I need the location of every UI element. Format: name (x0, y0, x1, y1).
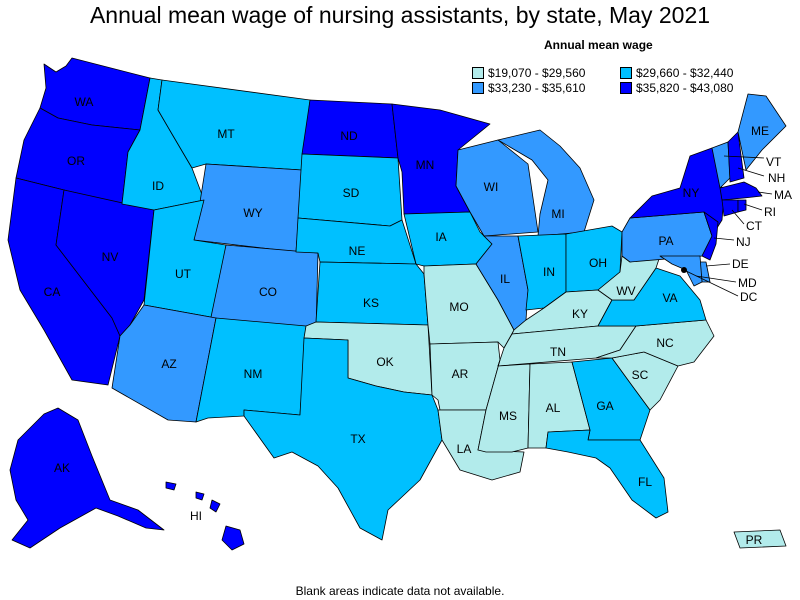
label-SC: SC (632, 368, 649, 382)
label-WV: WV (616, 284, 635, 298)
state-PR[interactable] (733, 529, 787, 549)
label-AR: AR (452, 367, 469, 381)
label-AZ: AZ (161, 357, 176, 371)
state-NC[interactable] (595, 319, 715, 367)
label-PR: PR (746, 533, 763, 547)
label-CO: CO (259, 285, 277, 299)
legend-item-4: $35,820 - $43,080 (620, 81, 733, 95)
label-ID: ID (152, 179, 164, 193)
label-MA: MA (774, 188, 792, 202)
label-MN: MN (416, 158, 435, 172)
label-NC: NC (656, 336, 674, 350)
state-ME[interactable] (737, 93, 787, 171)
state-NJ[interactable] (701, 211, 719, 261)
label-SD: SD (343, 186, 360, 200)
label-VA: VA (662, 291, 677, 305)
legend-swatch-3 (472, 82, 484, 94)
label-KY: KY (572, 307, 588, 321)
legend-item-1: $19,070 - $29,560 (472, 66, 585, 80)
label-NH: NH (768, 171, 785, 185)
footnote: Blank areas indicate data not available. (295, 584, 505, 598)
legend-label-3: $33,230 - $35,610 (488, 81, 586, 95)
legend-label-4: $35,820 - $43,080 (636, 81, 734, 95)
label-LA: LA (457, 442, 472, 456)
label-AL: AL (546, 401, 561, 415)
label-TN: TN (550, 345, 566, 359)
legend-swatch-1 (472, 67, 484, 79)
label-WI: WI (484, 180, 499, 194)
label-GA: GA (596, 399, 613, 413)
label-TX: TX (350, 432, 365, 446)
label-ND: ND (340, 129, 358, 143)
state-labels: WA OR CA NV ID MT WY UT CO AZ NM ND SD N… (44, 95, 792, 547)
label-MT: MT (217, 127, 235, 141)
state-RI[interactable] (737, 199, 747, 213)
label-IA: IA (435, 230, 446, 244)
label-OK: OK (376, 355, 393, 369)
label-OH: OH (589, 256, 607, 270)
label-CT: CT (746, 219, 763, 233)
label-KS: KS (363, 296, 379, 310)
dc-marker (681, 267, 687, 273)
label-CA: CA (44, 285, 61, 299)
legend-label-2: $29,660 - $32,440 (636, 66, 734, 80)
label-NE: NE (349, 244, 366, 258)
leader-lines (683, 155, 773, 297)
label-NJ: NJ (736, 235, 751, 249)
label-WA: WA (75, 95, 94, 109)
state-TX[interactable] (243, 337, 443, 541)
legend-swatch-4 (620, 82, 632, 94)
label-OR: OR (67, 154, 85, 168)
legend-title: Annual mean wage (544, 38, 653, 52)
label-AK: AK (54, 461, 70, 475)
legend-label-1: $19,070 - $29,560 (488, 66, 586, 80)
label-IL: IL (500, 272, 510, 286)
label-DC: DC (740, 290, 758, 304)
legend-item-3: $33,230 - $35,610 (472, 81, 585, 95)
label-IN: IN (543, 265, 555, 279)
state-AK[interactable] (9, 407, 165, 549)
label-FL: FL (638, 475, 652, 489)
label-MO: MO (449, 300, 468, 314)
state-MD[interactable] (659, 255, 703, 287)
label-PA: PA (658, 234, 673, 248)
label-DE: DE (732, 257, 749, 271)
label-WY: WY (243, 206, 262, 220)
label-HI: HI (190, 509, 202, 523)
state-WI[interactable] (455, 139, 539, 237)
map-title: Annual mean wage of nursing assistants, … (89, 2, 711, 28)
label-MS: MS (499, 409, 517, 423)
legend-item-2: $29,660 - $32,440 (620, 66, 733, 80)
label-MI: MI (551, 207, 564, 221)
label-NV: NV (102, 250, 119, 264)
legend-swatch-2 (620, 67, 632, 79)
label-ME: ME (751, 124, 769, 138)
state-KS[interactable] (315, 261, 429, 326)
label-MD: MD (738, 276, 757, 290)
state-HI[interactable] (165, 481, 245, 551)
state-MA[interactable] (719, 181, 763, 201)
label-RI: RI (764, 205, 776, 219)
label-VT: VT (766, 155, 782, 169)
label-UT: UT (175, 267, 192, 281)
label-NY: NY (683, 186, 700, 200)
state-FL[interactable] (545, 429, 669, 519)
label-NM: NM (244, 367, 263, 381)
